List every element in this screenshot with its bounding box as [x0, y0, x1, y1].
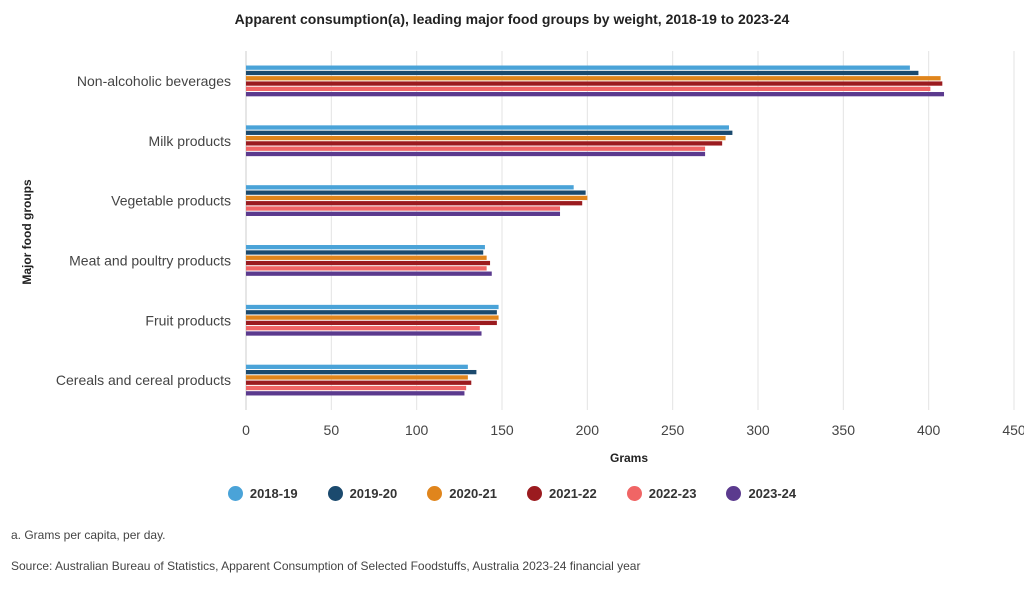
- bar[interactable]: [246, 146, 706, 151]
- bar[interactable]: [246, 385, 467, 391]
- legend-swatch: [527, 486, 542, 501]
- category-label: Fruit products: [145, 312, 231, 328]
- bar[interactable]: [246, 195, 588, 201]
- legend-item[interactable]: 2020-21: [427, 486, 497, 501]
- legend-item[interactable]: 2018-19: [227, 486, 298, 501]
- legend-swatch: [227, 486, 243, 501]
- legend-label: 2023-24: [748, 486, 797, 501]
- legend-item[interactable]: 2022-23: [626, 486, 697, 501]
- category-label: Cereals and cereal products: [56, 372, 231, 388]
- category-label: Milk products: [149, 133, 231, 149]
- legend-label: 2022-23: [648, 486, 697, 501]
- bar[interactable]: [246, 250, 484, 255]
- bar[interactable]: [246, 331, 482, 336]
- bar[interactable]: [246, 260, 491, 266]
- bar[interactable]: [246, 315, 499, 320]
- legend: 2018-19 2019-20 2020-21 2021-22 2022-23 2023-…: [0, 486, 1024, 501]
- bar[interactable]: [246, 201, 583, 206]
- bar[interactable]: [246, 304, 499, 310]
- chart-title: Apparent consumption(a), leading major f…: [234, 11, 790, 27]
- x-tick-label: 0: [242, 422, 250, 438]
- x-tick-label: 100: [405, 422, 429, 438]
- category-labels: Non-alcoholic beverages Milk products Vege…: [56, 73, 231, 388]
- category-label: Non-alcoholic beverages: [77, 73, 231, 89]
- bar[interactable]: [246, 86, 931, 92]
- category-label: Vegetable products: [111, 193, 231, 209]
- bar[interactable]: [246, 130, 733, 135]
- bar[interactable]: [246, 141, 723, 146]
- legend-swatch: [427, 486, 443, 501]
- bar[interactable]: [246, 266, 487, 271]
- bar[interactable]: [246, 391, 465, 396]
- bar[interactable]: [246, 206, 561, 211]
- bar-series: [246, 65, 945, 396]
- x-tick-label: 350: [832, 422, 856, 438]
- bar[interactable]: [246, 326, 480, 331]
- bar[interactable]: [246, 375, 468, 380]
- x-tick-label: 150: [490, 422, 514, 438]
- x-tick-label: 200: [576, 422, 600, 438]
- bar[interactable]: [246, 125, 729, 130]
- source-note: Source: Australian Bureau of Statistics,…: [11, 559, 641, 573]
- bar[interactable]: [246, 76, 941, 81]
- legend-item[interactable]: 2021-22: [527, 486, 597, 501]
- footnote: a. Grams per capita, per day.: [11, 528, 166, 542]
- legend-label: 2018-19: [249, 486, 298, 501]
- legend-item[interactable]: 2023-24: [726, 486, 796, 501]
- legend-item[interactable]: 2019-20: [327, 486, 398, 501]
- grid-lines: [245, 51, 1015, 410]
- bar[interactable]: [246, 81, 943, 86]
- bar[interactable]: [246, 135, 726, 141]
- legend-label: 2021-22: [549, 486, 597, 501]
- bar[interactable]: [246, 245, 485, 250]
- bar[interactable]: [246, 369, 477, 375]
- bar[interactable]: [246, 364, 468, 369]
- bar[interactable]: [246, 65, 910, 70]
- bar[interactable]: [246, 271, 492, 276]
- legend-label: 2019-20: [349, 486, 398, 501]
- x-tick-label: 300: [746, 422, 770, 438]
- bar-chart: Non-alcoholic beverages Milk products Vege…: [20, 51, 1024, 465]
- bar[interactable]: [246, 380, 472, 385]
- y-axis-title: Major food groups: [20, 179, 34, 285]
- bar[interactable]: [246, 70, 919, 76]
- bar[interactable]: [246, 185, 574, 190]
- category-label: Meat and poultry products: [69, 252, 231, 268]
- x-tick-label: 250: [661, 422, 685, 438]
- x-tick-labels: 0 50 100 150 200 250 300 350 400 450: [242, 422, 1024, 438]
- bar[interactable]: [246, 151, 706, 157]
- x-tick-label: 400: [917, 422, 941, 438]
- bar[interactable]: [246, 310, 497, 315]
- legend-swatch: [726, 486, 742, 501]
- legend-swatch: [327, 486, 343, 501]
- legend-label: 2020-21: [449, 486, 497, 501]
- bar[interactable]: [246, 92, 945, 97]
- x-tick-label: 50: [324, 422, 340, 438]
- bar[interactable]: [246, 211, 561, 216]
- bar[interactable]: [246, 320, 497, 326]
- x-tick-label: 450: [1002, 422, 1024, 438]
- bar[interactable]: [246, 190, 586, 195]
- x-axis-title: Grams: [610, 451, 648, 465]
- bar[interactable]: [246, 255, 487, 260]
- legend-swatch: [626, 486, 642, 501]
